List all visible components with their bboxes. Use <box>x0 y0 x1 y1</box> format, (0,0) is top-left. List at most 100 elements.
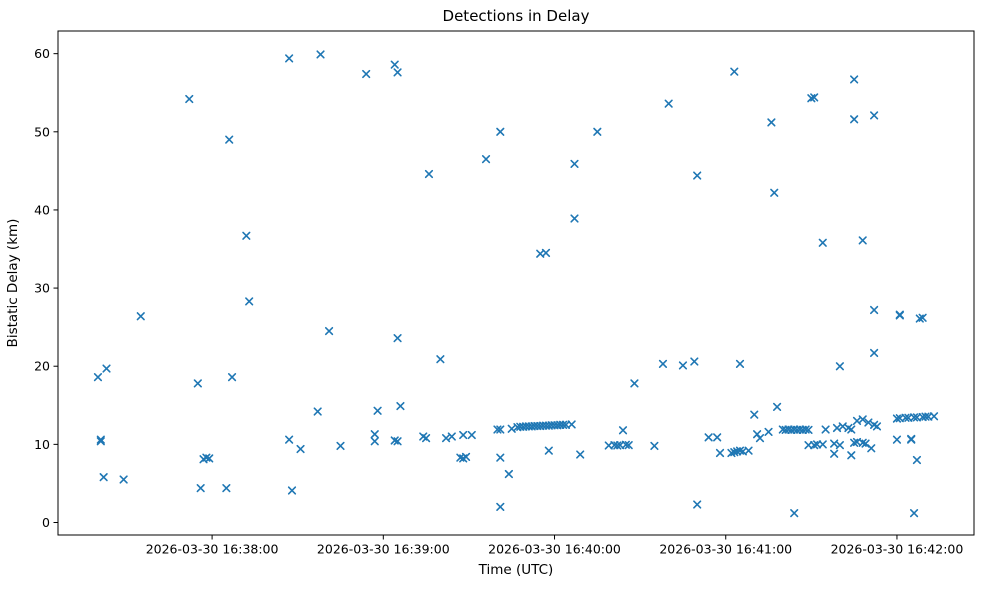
data-point-marker <box>713 433 722 442</box>
y-tick-label: 20 <box>34 359 50 374</box>
x-tick-label: 2026-03-30 16:39:00 <box>317 542 450 557</box>
y-tick-label: 10 <box>34 437 50 452</box>
data-point-marker <box>205 454 214 463</box>
data-point-marker <box>778 425 787 434</box>
data-point-marker <box>818 440 827 449</box>
chart-title: Detections in Delay <box>443 7 590 25</box>
data-point-marker <box>96 437 105 446</box>
data-point-marker <box>222 484 231 493</box>
data-point-marker <box>787 425 796 435</box>
data-point-marker <box>119 475 128 484</box>
data-point-marker <box>895 311 904 320</box>
data-point-marker <box>393 68 402 77</box>
data-point-marker <box>921 412 930 421</box>
data-point-marker <box>621 440 630 449</box>
data-point-marker <box>664 99 673 108</box>
data-point-marker <box>872 422 882 431</box>
data-point-marker <box>912 455 922 465</box>
data-point-marker <box>678 361 688 370</box>
data-point-marker <box>287 486 297 495</box>
data-point-marker <box>541 248 551 258</box>
y-tick-label: 40 <box>34 202 50 217</box>
data-point-marker <box>892 435 902 444</box>
data-point-marker <box>496 502 505 511</box>
data-point-markers <box>93 50 939 518</box>
data-point-marker <box>313 407 322 416</box>
data-point-marker <box>481 155 491 164</box>
data-point-marker <box>296 444 305 454</box>
data-point-marker <box>544 446 553 455</box>
data-point-marker <box>907 435 916 444</box>
data-point-marker <box>530 421 539 431</box>
data-point-marker <box>821 425 830 434</box>
x-tick-label: 2026-03-30 16:40:00 <box>488 542 621 557</box>
data-point-marker <box>370 430 379 439</box>
y-axis-label: Bistatic Delay (km) <box>5 219 21 348</box>
y-tick-label: 50 <box>34 124 50 139</box>
data-point-marker <box>593 127 602 136</box>
data-point-marker <box>784 425 793 434</box>
data-point-marker <box>909 509 919 518</box>
data-point-marker <box>393 437 402 446</box>
data-point-marker <box>496 425 505 434</box>
data-point-marker <box>847 425 856 434</box>
data-point-marker <box>99 473 108 482</box>
data-point-marker <box>567 420 576 429</box>
data-point-marker <box>870 305 879 315</box>
data-point-marker <box>496 453 505 462</box>
data-point-marker <box>858 415 867 424</box>
data-point-marker <box>929 412 939 421</box>
data-point-marker <box>227 373 237 382</box>
data-point-marker <box>795 425 805 434</box>
data-point-marker <box>901 413 910 422</box>
data-point-marker <box>770 188 779 197</box>
data-point-marker <box>324 326 334 336</box>
data-point-marker <box>624 441 633 450</box>
data-point-marker <box>390 60 399 69</box>
data-point-marker <box>892 414 902 423</box>
data-point-marker <box>558 420 568 429</box>
data-point-marker <box>396 401 405 411</box>
data-point-marker <box>835 441 844 450</box>
data-point-marker <box>422 434 431 443</box>
y-axis-ticks: 0 10 20 30 40 50 60 <box>34 46 58 530</box>
data-point-marker <box>285 54 294 63</box>
data-point-marker <box>613 441 622 450</box>
data-point-marker <box>547 421 556 430</box>
data-point-marker <box>790 425 799 434</box>
data-point-marker <box>193 379 202 388</box>
x-tick-label: 2026-03-30 16:42:00 <box>831 542 964 557</box>
data-point-marker <box>801 425 810 434</box>
data-point-marker <box>610 441 619 450</box>
data-point-marker <box>744 446 753 455</box>
data-point-marker <box>804 425 813 435</box>
y-tick-label: 60 <box>34 46 50 61</box>
data-point-marker <box>909 413 919 422</box>
data-point-marker <box>781 425 790 435</box>
data-point-marker <box>570 159 579 168</box>
data-point-marker <box>858 236 867 245</box>
data-point-marker <box>618 426 628 435</box>
data-point-marker <box>764 427 773 436</box>
data-point-marker <box>96 435 105 444</box>
data-point-marker <box>93 373 103 382</box>
data-point-marker <box>730 67 739 76</box>
data-point-marker <box>835 362 844 371</box>
data-point-marker <box>556 420 565 429</box>
data-point-marker <box>521 422 531 431</box>
data-point-marker <box>870 111 879 120</box>
data-point-marker <box>715 448 725 458</box>
y-tick-label: 0 <box>42 515 50 530</box>
data-point-marker <box>735 359 745 368</box>
data-point-marker <box>847 451 856 460</box>
data-point-marker <box>630 379 639 388</box>
data-point-marker <box>918 313 927 322</box>
plot-area-border <box>57 30 975 536</box>
data-point-marker <box>459 430 468 440</box>
data-point-marker <box>461 452 471 461</box>
data-point-marker <box>804 441 813 450</box>
data-point-marker <box>336 441 345 451</box>
data-point-marker <box>650 441 659 451</box>
